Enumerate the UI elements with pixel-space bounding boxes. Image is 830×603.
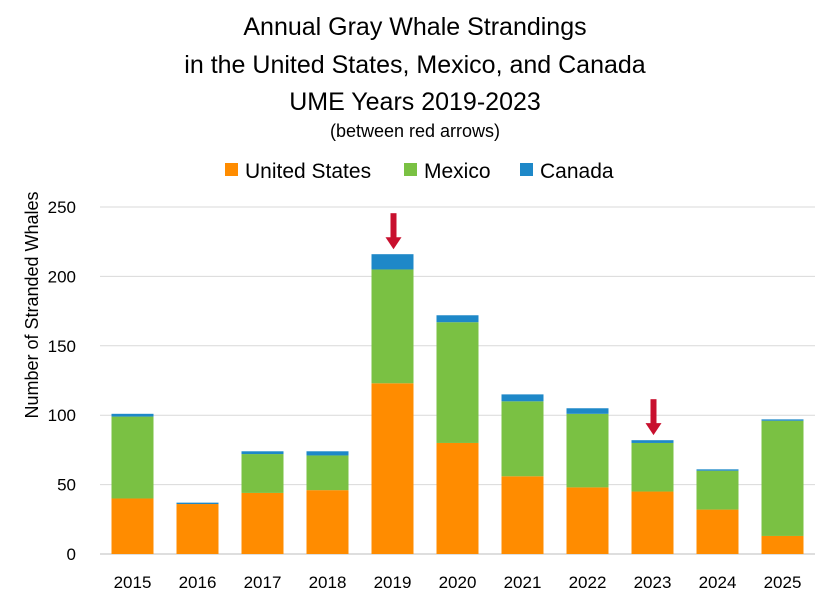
x-tick-label: 2025 bbox=[764, 573, 802, 592]
annotation-arrows bbox=[385, 213, 662, 436]
bar-united-states-2015 bbox=[111, 498, 154, 554]
chart-titles: Annual Gray Whale Strandings in the Unit… bbox=[184, 13, 645, 141]
bar-mexico-2015 bbox=[111, 416, 154, 499]
bar-canada-2023 bbox=[631, 440, 674, 443]
bar-canada-2025 bbox=[761, 419, 804, 421]
x-axis-ticks: 2015 2016 2017 2018 2019 2020 2021 2022 2023 2024… bbox=[114, 573, 802, 592]
chart-subtitle: (between red arrows) bbox=[330, 121, 500, 141]
bar-united-states-2017 bbox=[241, 492, 284, 554]
red-arrow-2019 bbox=[385, 213, 402, 250]
bar-mexico-2018 bbox=[306, 455, 349, 491]
bar-united-states-2020 bbox=[436, 442, 479, 554]
x-tick-label: 2024 bbox=[699, 573, 737, 592]
legend: United States Mexico Canada bbox=[225, 160, 614, 183]
y-tick-label: 150 bbox=[48, 337, 76, 356]
x-tick-label: 2015 bbox=[114, 573, 152, 592]
x-tick-label: 2019 bbox=[374, 573, 412, 592]
bar-canada-2017 bbox=[241, 451, 284, 455]
bar-canada-2024 bbox=[696, 469, 739, 471]
bar-united-states-2023 bbox=[631, 491, 674, 554]
legend-label: United States bbox=[245, 160, 371, 183]
bar-united-states-2018 bbox=[306, 490, 349, 554]
bar-united-states-2016 bbox=[176, 504, 219, 554]
chart-title-line-2: in the United States, Mexico, and Canada bbox=[184, 51, 645, 79]
bar-canada-2021 bbox=[501, 394, 544, 402]
x-tick-label: 2020 bbox=[439, 573, 477, 592]
y-tick-label: 100 bbox=[48, 406, 76, 425]
legend-label: Mexico bbox=[424, 160, 491, 183]
bar-canada-2022 bbox=[566, 408, 609, 414]
chart-title-line-3: UME Years 2019-2023 bbox=[289, 88, 541, 116]
bars bbox=[111, 254, 804, 554]
bar-canada-2018 bbox=[306, 451, 349, 456]
bar-united-states-2022 bbox=[566, 487, 609, 554]
legend-swatch-mexico bbox=[404, 163, 417, 176]
bar-mexico-2024 bbox=[696, 470, 739, 510]
bar-united-states-2021 bbox=[501, 476, 544, 554]
x-tick-label: 2016 bbox=[179, 573, 217, 592]
bar-united-states-2025 bbox=[761, 535, 804, 554]
y-tick-label: 200 bbox=[48, 267, 76, 286]
chart-title-line-1: Annual Gray Whale Strandings bbox=[243, 13, 586, 41]
y-axis-title: Number of Stranded Whales bbox=[22, 191, 42, 418]
bar-canada-2015 bbox=[111, 413, 154, 417]
y-tick-label: 250 bbox=[48, 198, 76, 217]
x-tick-label: 2021 bbox=[504, 573, 542, 592]
bar-mexico-2025 bbox=[761, 420, 804, 536]
x-tick-label: 2018 bbox=[309, 573, 347, 592]
x-tick-label: 2017 bbox=[244, 573, 282, 592]
y-axis-ticks: 0 50 100 150 200 250 bbox=[48, 198, 76, 564]
x-tick-label: 2022 bbox=[569, 573, 607, 592]
bar-mexico-2019 bbox=[371, 269, 414, 384]
bar-mexico-2023 bbox=[631, 442, 674, 492]
bar-mexico-2022 bbox=[566, 413, 609, 488]
bar-mexico-2020 bbox=[436, 322, 479, 443]
legend-swatch-united-states bbox=[225, 163, 238, 176]
bar-united-states-2024 bbox=[696, 509, 739, 554]
x-tick-label: 2023 bbox=[634, 573, 672, 592]
bar-canada-2020 bbox=[436, 315, 479, 323]
red-arrow-2023 bbox=[645, 399, 662, 436]
bar-canada-2016 bbox=[176, 502, 219, 505]
bar-united-states-2019 bbox=[371, 383, 414, 554]
legend-label: Canada bbox=[540, 160, 614, 183]
y-tick-label: 50 bbox=[57, 476, 76, 495]
legend-swatch-canada bbox=[520, 163, 533, 176]
y-tick-label: 0 bbox=[67, 545, 76, 564]
bar-canada-2019 bbox=[371, 254, 414, 270]
bar-mexico-2021 bbox=[501, 401, 544, 477]
bar-mexico-2017 bbox=[241, 454, 284, 493]
